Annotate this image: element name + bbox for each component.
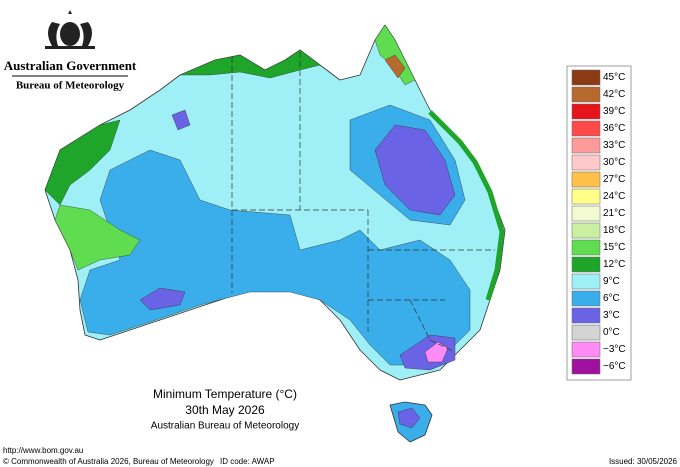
- legend-label: −6°C: [603, 361, 626, 372]
- footer-id-code: ID code: AWAP: [220, 457, 275, 466]
- mild-west: [54, 204, 141, 271]
- legend-label: 39°C: [603, 106, 625, 117]
- legend-swatch: [571, 324, 601, 341]
- legend-label: 27°C: [603, 174, 625, 185]
- legend-swatch: [571, 341, 601, 358]
- legend-label: 24°C: [603, 191, 625, 202]
- legend-swatch: [571, 273, 601, 290]
- legend-swatch: [571, 222, 601, 239]
- cold-spot: [171, 109, 191, 131]
- legend-label: 6°C: [603, 293, 620, 304]
- cold-region: [374, 124, 456, 216]
- legend-label: 3°C: [603, 310, 620, 321]
- legend-label: 36°C: [603, 123, 625, 134]
- legend-label: 33°C: [603, 140, 625, 151]
- coat-of-arms: [45, 10, 95, 49]
- legend-swatch: [571, 137, 601, 154]
- legend-label: −3°C: [603, 344, 626, 355]
- legend-swatch: [571, 290, 601, 307]
- legend-swatch: [571, 188, 601, 205]
- warm-cape-tip: [384, 54, 406, 79]
- legend-swatch: [571, 171, 601, 188]
- map-title: Minimum Temperature (°C): [153, 387, 297, 401]
- legend-label: 21°C: [603, 208, 625, 219]
- legend-label: 18°C: [603, 225, 625, 236]
- legend: 45°C 42°C 39°C 36°C 33°C 30°C 27°C 24°C 21°C 18°C…: [571, 69, 626, 375]
- australia-map: [44, 24, 506, 443]
- map-source: Australian Bureau of Meteorology: [151, 421, 299, 432]
- legend-swatch: [571, 239, 601, 256]
- legend-swatch: [571, 358, 601, 375]
- government-name: Australian Government: [4, 58, 137, 73]
- state-borders: [231, 52, 495, 353]
- legend-swatch: [571, 307, 601, 324]
- legend-swatch: [571, 69, 601, 86]
- legend-swatch: [571, 103, 601, 120]
- tasmania-cold: [397, 407, 421, 429]
- cold-region-2: [139, 287, 186, 311]
- warm-north: [179, 49, 321, 79]
- footer-issued: Issued: 30/05/2026: [609, 457, 678, 466]
- legend-label: 15°C: [603, 242, 625, 253]
- legend-label: 45°C: [603, 72, 625, 83]
- map-date: 30th May 2026: [185, 403, 265, 417]
- frost-region: [424, 341, 449, 363]
- legend-label: 0°C: [603, 327, 620, 338]
- legend-label: 12°C: [603, 259, 625, 270]
- legend-swatch: [571, 256, 601, 273]
- footer-copyright: © Commonwealth of Australia 2026, Bureau…: [3, 457, 214, 466]
- warm-northwest: [44, 119, 121, 206]
- legend-label: 9°C: [603, 276, 620, 287]
- footer-url: http://www.bom.gov.au: [3, 446, 83, 455]
- legend-swatch: [571, 86, 601, 103]
- warm-east-coast: [428, 110, 505, 301]
- legend-swatch: [571, 154, 601, 171]
- agency-name: Bureau of Meteorology: [16, 80, 125, 92]
- legend-label: 30°C: [603, 157, 625, 168]
- legend-swatch: [571, 120, 601, 137]
- legend-swatch: [571, 205, 601, 222]
- legend-label: 42°C: [603, 89, 625, 100]
